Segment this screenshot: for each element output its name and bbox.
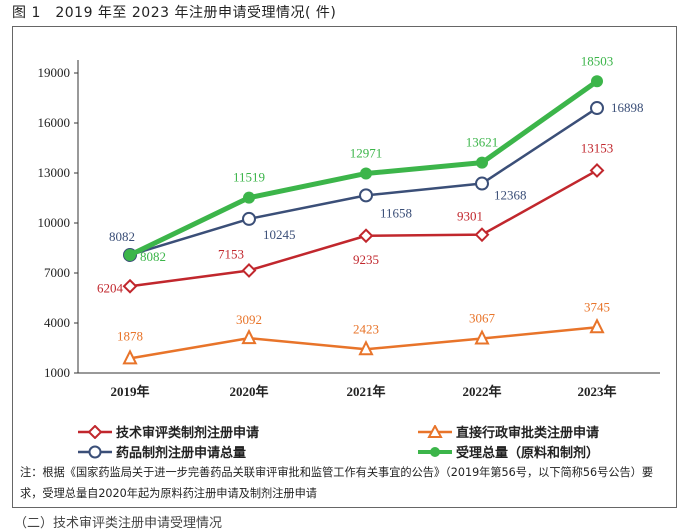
y-tick-label: 7000 bbox=[44, 265, 70, 280]
data-point bbox=[589, 163, 605, 178]
data-point bbox=[241, 263, 257, 278]
dot-marker-icon bbox=[418, 446, 452, 457]
series-line bbox=[129, 169, 598, 288]
y-tick-label: 10000 bbox=[38, 215, 71, 230]
y-tick-label: 19000 bbox=[38, 65, 71, 80]
data-point bbox=[475, 176, 489, 191]
x-tick-label: 2023年 bbox=[577, 384, 616, 399]
data-label: 9301 bbox=[457, 209, 483, 224]
data-label: 11658 bbox=[380, 205, 412, 220]
data-point bbox=[124, 248, 136, 261]
x-tick-label: 2022年 bbox=[462, 384, 501, 399]
data-point bbox=[122, 349, 138, 365]
diamond-marker-icon bbox=[78, 424, 112, 439]
data-point bbox=[359, 188, 373, 203]
data-label: 18503 bbox=[581, 53, 614, 68]
data-label: 6204 bbox=[97, 280, 124, 295]
data-label: 3092 bbox=[236, 312, 262, 327]
data-point bbox=[589, 318, 605, 334]
data-label: 3067 bbox=[469, 311, 496, 326]
data-label: 12971 bbox=[350, 145, 383, 160]
data-label: 7153 bbox=[218, 246, 244, 261]
legend-item-technical-review: 技术审评类制剂注册申请 bbox=[78, 422, 259, 441]
data-point bbox=[242, 211, 256, 226]
circle-marker-icon bbox=[78, 445, 112, 458]
data-point bbox=[360, 167, 372, 180]
y-tick-label: 16000 bbox=[38, 115, 71, 130]
data-point bbox=[122, 278, 138, 294]
data-label: 11519 bbox=[233, 170, 265, 185]
data-label: 12368 bbox=[494, 188, 527, 203]
data-label: 8082 bbox=[140, 249, 166, 264]
data-point bbox=[474, 329, 490, 345]
data-point bbox=[591, 75, 603, 88]
triangle-marker-icon bbox=[418, 424, 452, 438]
y-tick-label: 13000 bbox=[38, 165, 71, 180]
data-label: 2423 bbox=[353, 321, 379, 336]
figure-title: 图 1 2019 年至 2023 年注册申请受理情况( 件) bbox=[12, 5, 337, 21]
data-label: 1878 bbox=[117, 328, 143, 343]
data-point bbox=[474, 227, 490, 243]
data-point bbox=[241, 328, 257, 345]
y-tick-label: 4000 bbox=[44, 315, 70, 330]
data-point bbox=[358, 228, 374, 244]
data-point bbox=[476, 156, 488, 169]
x-tick-label: 2019年 bbox=[110, 384, 149, 399]
data-label: 8082 bbox=[109, 229, 135, 244]
x-tick-label: 2020年 bbox=[229, 384, 268, 399]
footnote: 注：根据《国家药监局关于进一步完善药品关联审评审批和监管工作有关事宜的公告》（2… bbox=[20, 466, 654, 500]
data-label: 3745 bbox=[584, 299, 610, 314]
legend-label: 直接行政审批类注册申请 bbox=[456, 426, 600, 441]
data-label: 9235 bbox=[353, 252, 379, 267]
data-point bbox=[590, 101, 604, 116]
data-point bbox=[243, 191, 255, 204]
legend-item-admin-approval: 直接行政审批类注册申请 bbox=[418, 422, 599, 441]
x-tick-label: 2021年 bbox=[346, 384, 385, 399]
chart-frame bbox=[12, 26, 677, 508]
section-heading: （二）技术审评类注册申请受理情况 bbox=[14, 516, 223, 531]
data-label: 13621 bbox=[466, 135, 499, 150]
y-tick-label: 1000 bbox=[44, 365, 70, 380]
legend-label: 受理总量（原料和制剂） bbox=[456, 446, 600, 461]
data-label: 13153 bbox=[581, 140, 614, 155]
legend-item-total-formulation: 药品制剂注册申请总量 bbox=[78, 442, 246, 461]
data-label: 10245 bbox=[263, 227, 296, 242]
legend-item-total-accepted: 受理总量（原料和制剂） bbox=[418, 442, 599, 461]
data-point bbox=[358, 340, 374, 356]
legend-label: 药品制剂注册申请总量 bbox=[116, 446, 247, 461]
legend-label: 技术审评类制剂注册申请 bbox=[116, 426, 260, 441]
data-label: 16898 bbox=[611, 100, 644, 115]
